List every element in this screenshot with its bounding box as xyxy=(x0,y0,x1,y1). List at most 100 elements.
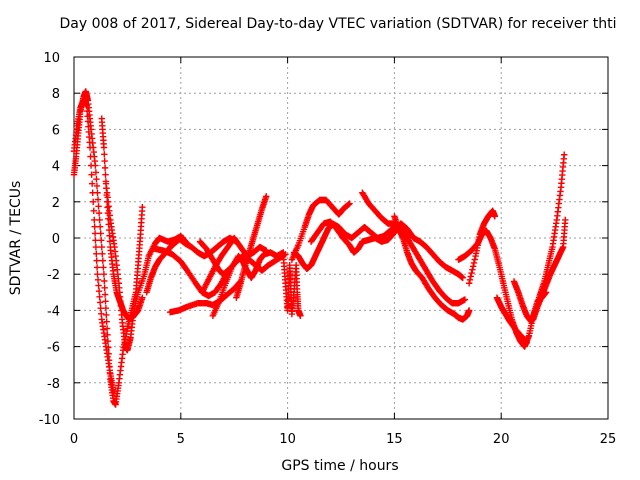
chart-title: Day 008 of 2017, Sidereal Day-to-day VTE… xyxy=(60,16,617,32)
y-tick-label: 10 xyxy=(43,51,60,66)
x-axis-ticks: 0 5 10 15 20 25 xyxy=(70,57,616,447)
data-point xyxy=(92,237,99,244)
data-point xyxy=(95,287,103,295)
series-pass-16 xyxy=(307,218,466,282)
series-pass-15 xyxy=(288,196,353,263)
data-point xyxy=(92,169,100,176)
y-tick-label: -8 xyxy=(47,377,60,392)
data-point xyxy=(469,266,476,273)
data-point xyxy=(102,298,109,305)
data-point xyxy=(98,243,105,251)
x-tick-label: 5 xyxy=(177,432,185,447)
data-point xyxy=(346,200,353,207)
data-point xyxy=(466,276,474,284)
data-point xyxy=(94,271,101,278)
data-point xyxy=(467,273,474,280)
data-point xyxy=(101,277,108,285)
data-point xyxy=(103,325,111,332)
series-pass-7 xyxy=(151,245,231,300)
series-pass-11 xyxy=(209,249,287,320)
data-point xyxy=(97,304,104,312)
data-point xyxy=(263,193,270,200)
data-point xyxy=(100,264,107,271)
y-tick-label: 2 xyxy=(52,196,60,211)
y-tick-label: -10 xyxy=(39,413,60,428)
data-point xyxy=(90,198,97,205)
data-point xyxy=(470,259,478,267)
data-point xyxy=(100,144,108,151)
x-tick-label: 20 xyxy=(493,432,510,447)
data-point xyxy=(93,182,101,190)
series-pass-8 xyxy=(166,234,240,260)
data-point xyxy=(88,180,96,187)
data-point xyxy=(95,282,102,289)
data-point xyxy=(471,256,478,263)
y-tick-label: 8 xyxy=(52,87,60,102)
y-axis-label: SDTVAR / TECUs xyxy=(8,181,24,296)
data-point xyxy=(561,151,568,158)
data-point xyxy=(99,257,107,264)
data-point xyxy=(562,216,569,224)
data-point xyxy=(465,280,473,287)
series-pass-23 xyxy=(530,216,569,323)
data-point xyxy=(297,312,304,320)
series-pass-20 xyxy=(465,207,498,287)
data-point xyxy=(88,171,95,178)
data-point xyxy=(139,204,146,211)
data-point xyxy=(95,209,103,217)
y-tick-label: -4 xyxy=(47,304,60,319)
data-point xyxy=(94,196,102,203)
data-point xyxy=(95,203,102,210)
data-point xyxy=(491,213,498,220)
series-pass-18 xyxy=(391,213,473,323)
data-point xyxy=(459,274,466,282)
y-tick-label: -2 xyxy=(47,268,60,283)
data-point xyxy=(101,284,108,291)
data-point xyxy=(461,296,469,303)
data-point xyxy=(110,388,117,396)
y-axis-ticks: -10 -8 -6 -4 -2 0 2 4 6 8 10 xyxy=(39,51,608,428)
data-point xyxy=(91,223,98,230)
data-point xyxy=(469,263,477,270)
data-point xyxy=(96,293,103,301)
data-point xyxy=(99,250,106,258)
data-point xyxy=(94,276,102,284)
y-tick-label: 4 xyxy=(52,160,60,175)
data-point xyxy=(103,318,110,325)
data-point xyxy=(96,299,104,306)
data-point xyxy=(92,243,100,251)
data-point xyxy=(93,264,101,271)
data-point xyxy=(89,189,96,196)
data-point xyxy=(93,257,100,264)
data-point xyxy=(468,269,475,277)
x-axis-label: GPS time / hours xyxy=(281,458,398,474)
data-point xyxy=(87,162,95,169)
data-point xyxy=(91,230,99,237)
data-point xyxy=(86,144,94,151)
data-point xyxy=(101,157,108,165)
data-point xyxy=(465,307,473,314)
data-marks xyxy=(70,88,569,408)
series-pass-22 xyxy=(510,151,568,325)
data-point xyxy=(98,310,105,317)
data-point xyxy=(104,204,111,211)
data-point xyxy=(97,230,104,237)
y-tick-label: -6 xyxy=(47,341,60,356)
data-point xyxy=(98,237,105,244)
series-pass-12 xyxy=(233,193,270,301)
data-point xyxy=(139,294,146,301)
x-tick-label: 10 xyxy=(279,432,296,447)
x-tick-label: 0 xyxy=(70,432,78,447)
data-point xyxy=(101,164,109,172)
y-tick-label: 0 xyxy=(52,232,60,247)
data-point xyxy=(523,339,531,347)
data-point xyxy=(93,250,100,258)
data-point xyxy=(101,291,109,298)
data-point xyxy=(87,153,94,160)
data-point xyxy=(100,271,108,278)
x-tick-label: 25 xyxy=(600,432,617,447)
y-tick-label: 6 xyxy=(52,123,60,138)
series-pass-13 xyxy=(280,252,304,320)
data-point xyxy=(93,175,100,183)
